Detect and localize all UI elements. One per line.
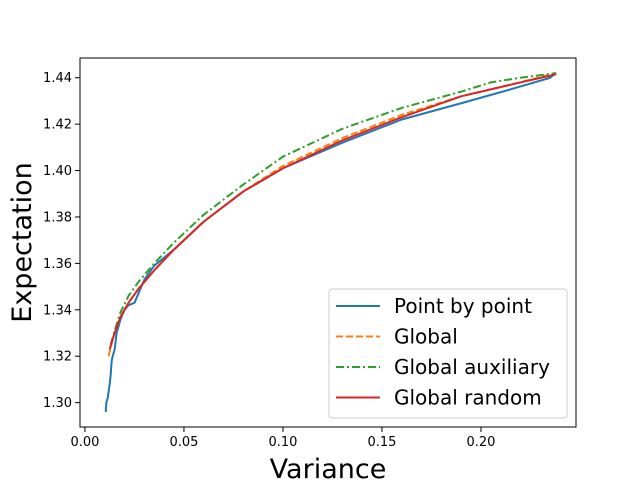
x-tick-label: 0.15 <box>367 435 396 450</box>
x-tick-label: 0.00 <box>70 435 99 450</box>
y-tick-label: 1.42 <box>43 118 72 133</box>
legend-label-1: Global <box>394 325 458 349</box>
legend-label-0: Point by point <box>394 294 532 318</box>
y-tick-label: 1.36 <box>43 257 72 272</box>
x-tick-label: 0.10 <box>268 435 297 450</box>
series-line-3 <box>108 73 557 350</box>
y-tick-label: 1.44 <box>43 71 72 86</box>
y-axis-ticks: 1.30 1.32 1.34 1.36 1.38 1.40 1.42 1.44 <box>43 71 80 411</box>
y-tick-label: 1.40 <box>43 164 72 179</box>
series-line-0 <box>104 74 554 412</box>
x-tick-label: 0.05 <box>169 435 198 450</box>
y-tick-label: 1.38 <box>43 210 72 225</box>
x-tick-label: 0.20 <box>466 435 495 450</box>
legend-box <box>328 288 568 419</box>
y-tick-label: 1.32 <box>43 350 72 365</box>
legend: Point by point Global Global auxiliary Glob… <box>328 288 568 419</box>
y-tick-label: 1.34 <box>43 303 72 318</box>
y-tick-label: 1.30 <box>43 396 72 411</box>
plot-frame <box>79 57 577 428</box>
series-line-2 <box>109 72 557 345</box>
legend-label-3: Global random <box>394 386 542 410</box>
x-axis-ticks: 0.00 0.05 0.10 0.15 0.20 <box>70 427 495 450</box>
x-axis-label: Variance <box>270 454 387 480</box>
series-layer <box>104 72 557 412</box>
y-axis-label: Expectation <box>7 162 38 322</box>
legend-label-2: Global auxiliary <box>394 355 550 379</box>
legend-items: Point by point Global Global auxiliary Glob… <box>336 294 550 410</box>
